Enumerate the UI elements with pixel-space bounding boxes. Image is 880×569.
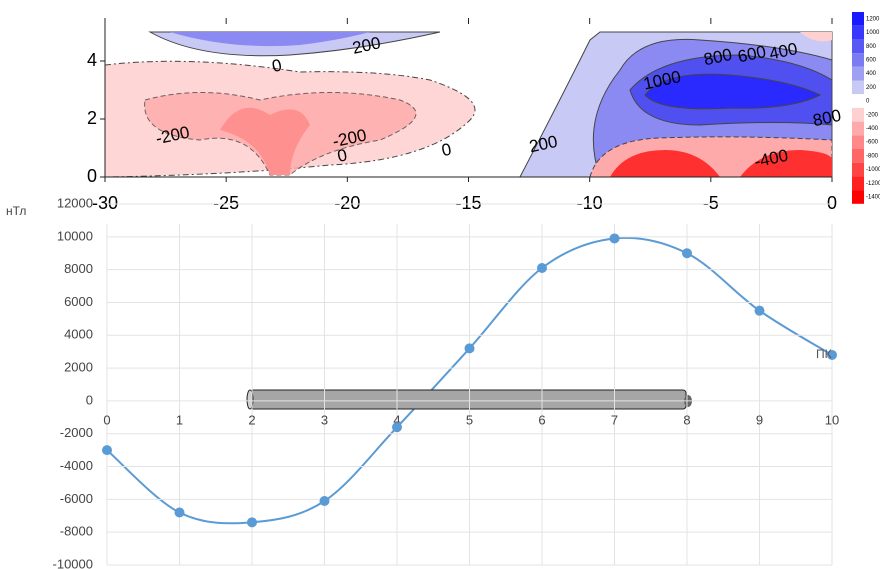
colorbar-label: 1000 (866, 30, 880, 36)
data-point (247, 517, 257, 528)
x-tick-label: -5 (703, 193, 719, 213)
x-tick-label: 0 (103, 412, 110, 427)
x-tick-label: -30 (92, 193, 118, 213)
pipe (246, 389, 692, 410)
data-point (682, 248, 692, 259)
contour-region (170, 32, 370, 47)
colorbar-label: 800 (866, 44, 877, 50)
x-tick-label: 6 (538, 412, 545, 427)
colorbar-cell (852, 66, 864, 81)
y-tick-label: 6000 (64, 294, 93, 309)
colorbar-cell (852, 12, 864, 26)
contour-label: 0 (270, 56, 283, 77)
colorbar-label: -400 (866, 126, 879, 132)
y-axis-label: нТл (6, 204, 26, 218)
colorbar-label: 0 (866, 99, 870, 105)
colorbar-cell (852, 25, 864, 40)
data-point (319, 496, 330, 507)
y-tick-label: 2000 (64, 360, 93, 375)
colorbar-cell (852, 53, 864, 67)
x-tick-label: -20 (334, 193, 360, 213)
y-tick-label: -10000 (53, 556, 93, 569)
data-point (174, 507, 185, 518)
data-point (392, 422, 402, 433)
x-tick-label: 8 (683, 412, 690, 427)
data-point (609, 233, 620, 244)
colorbar-label: -800 (866, 153, 879, 159)
colorbar-label: 200 (866, 85, 877, 91)
y-tick-label: 4000 (64, 327, 93, 342)
annotation: ПК (816, 347, 832, 361)
y-tick-label: 10000 (57, 228, 93, 243)
x-tick-label: 7 (611, 412, 618, 427)
contour-label: 0 (336, 145, 349, 166)
colorbar-label: -1400 (866, 195, 880, 201)
colorbar-label: -200 (866, 112, 879, 118)
colorbar-cell (852, 190, 864, 204)
data-point (464, 343, 475, 354)
colorbar-cell (852, 94, 864, 108)
data-point (102, 445, 112, 456)
x-tick-label: 4 (393, 412, 400, 427)
line-chart: -10000-8000-6000-4000-200002000400060008… (6, 195, 839, 569)
y-tick-label: -8000 (60, 524, 93, 539)
colorbar-label: 600 (866, 58, 877, 64)
colorbar-label: 1200 (866, 16, 880, 22)
x-tick-label: 10 (825, 412, 839, 427)
y-tick-label: 4 (87, 50, 97, 70)
y-tick-label: -6000 (60, 491, 93, 506)
y-tick-label: -2000 (60, 425, 93, 440)
x-tick-label: 5 (466, 412, 473, 427)
x-tick-label: -25 (213, 193, 239, 213)
contour-region (644, 73, 822, 110)
colorbar-label: -600 (866, 140, 879, 146)
colorbar-cell (852, 39, 864, 54)
contour-region (800, 32, 832, 42)
colorbar-cell (852, 176, 864, 191)
colorbar-label: -1000 (866, 167, 880, 173)
contour-fills (104, 31, 833, 178)
data-point (827, 349, 837, 360)
colorbar-label: 400 (866, 71, 877, 77)
y-tick-label: 0 (87, 166, 97, 186)
x-tick-label: 1 (176, 412, 183, 427)
y-tick-label: 12000 (57, 195, 93, 210)
colorbar-cell (852, 121, 864, 136)
colorbar-cell (852, 162, 864, 177)
x-tick-label: 0 (827, 193, 837, 213)
x-tick-label: 2 (248, 412, 255, 427)
x-tick-label: -10 (577, 193, 603, 213)
colorbar-cell (852, 135, 864, 149)
y-tick-label: 8000 (64, 261, 93, 276)
x-tick-label: 3 (321, 412, 328, 427)
y-tick-label: 2 (87, 108, 97, 128)
pipe-body (249, 389, 687, 410)
y-tick-label: -4000 (60, 458, 93, 473)
contour-region (610, 150, 832, 177)
colorbar-label: -1200 (866, 181, 880, 187)
contour-label: 0 (440, 140, 453, 161)
colorbar-cell (852, 149, 864, 163)
colorbar-cell (852, 80, 864, 95)
y-tick-label: 0 (86, 392, 93, 407)
data-point (537, 262, 547, 273)
x-tick-label: -15 (455, 193, 481, 213)
contour-region (220, 107, 310, 175)
colorbar-cell (852, 107, 864, 122)
data-point (754, 305, 765, 316)
x-tick-label: 9 (756, 412, 763, 427)
